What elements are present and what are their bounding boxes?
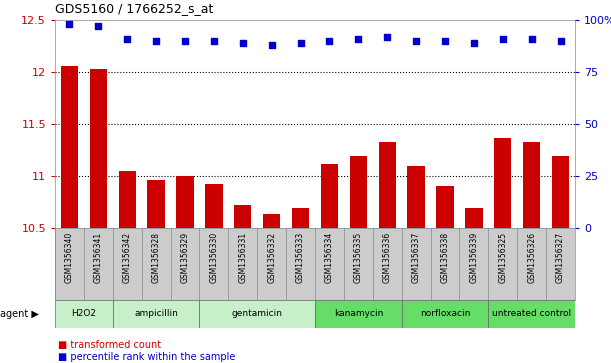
Point (440, 38, 450, 44)
Text: GSM1356326: GSM1356326 (527, 232, 536, 283)
Bar (488, 300, 575, 328)
Text: GSM1356329: GSM1356329 (180, 232, 189, 283)
Bar (436, 186, 453, 228)
Point (267, 42, 277, 48)
Text: GSM1356332: GSM1356332 (267, 232, 276, 283)
Bar (465, 208, 483, 228)
Text: GSM1356330: GSM1356330 (210, 232, 218, 283)
Text: ■ transformed count: ■ transformed count (58, 340, 161, 350)
Bar (90, 69, 107, 228)
Point (527, 36, 536, 42)
Bar (113, 300, 199, 328)
Text: GSM1356328: GSM1356328 (152, 232, 161, 283)
Point (411, 38, 421, 44)
Text: GSM1356333: GSM1356333 (296, 232, 305, 283)
Bar (292, 208, 309, 228)
Text: untreated control: untreated control (492, 310, 571, 318)
Text: GSM1356340: GSM1356340 (65, 232, 74, 283)
Text: ■ percentile rank within the sample: ■ percentile rank within the sample (58, 352, 235, 362)
Bar (147, 180, 165, 228)
Bar (205, 184, 222, 228)
Point (353, 36, 363, 42)
Point (93, 23, 103, 29)
Text: GSM1356342: GSM1356342 (123, 232, 132, 283)
Text: GSM1356338: GSM1356338 (441, 232, 450, 283)
Bar (177, 176, 194, 228)
Point (209, 38, 219, 44)
Text: gentamicin: gentamicin (232, 310, 283, 318)
Text: GSM1356335: GSM1356335 (354, 232, 363, 283)
Point (498, 36, 508, 42)
Bar (321, 163, 338, 228)
Text: agent ▶: agent ▶ (0, 309, 39, 319)
Point (65, 21, 75, 27)
Text: kanamycin: kanamycin (334, 310, 383, 318)
Text: GSM1356341: GSM1356341 (94, 232, 103, 283)
Point (324, 38, 334, 44)
Point (152, 38, 161, 44)
Bar (199, 300, 315, 328)
Text: GSM1356337: GSM1356337 (412, 232, 420, 283)
Bar (55, 300, 113, 328)
Bar (263, 215, 280, 228)
Text: GSM1356336: GSM1356336 (382, 232, 392, 283)
Text: norfloxacin: norfloxacin (420, 310, 470, 318)
Text: H2O2: H2O2 (71, 310, 97, 318)
Bar (494, 138, 511, 228)
Point (555, 38, 565, 44)
Point (180, 38, 190, 44)
Text: ampicillin: ampicillin (134, 310, 178, 318)
Text: GSM1356325: GSM1356325 (499, 232, 507, 283)
Bar (523, 142, 540, 228)
Bar (349, 156, 367, 228)
Point (296, 40, 306, 46)
Bar (119, 171, 136, 228)
Text: GSM1356334: GSM1356334 (325, 232, 334, 283)
Point (122, 36, 132, 42)
Text: GSM1356331: GSM1356331 (238, 232, 247, 283)
Text: GDS5160 / 1766252_s_at: GDS5160 / 1766252_s_at (55, 2, 213, 15)
Bar (60, 66, 78, 228)
Bar (401, 300, 488, 328)
Bar (234, 205, 252, 228)
Bar (408, 166, 425, 228)
Point (469, 40, 479, 46)
Text: GSM1356327: GSM1356327 (556, 232, 565, 283)
Point (238, 40, 247, 46)
Bar (552, 156, 569, 228)
Bar (379, 142, 396, 228)
Text: GSM1356339: GSM1356339 (469, 232, 478, 283)
Point (382, 34, 392, 40)
Bar (315, 300, 401, 328)
